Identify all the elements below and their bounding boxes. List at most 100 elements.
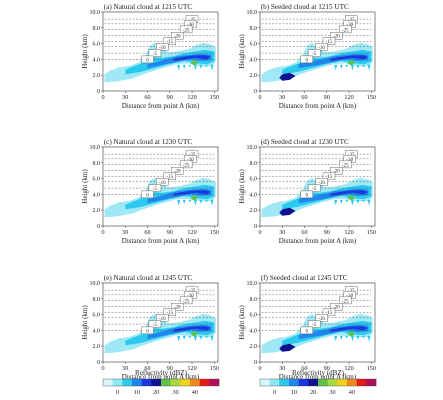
x-tick-label: 60: [301, 94, 307, 101]
panel-title: (d) Seeded cloud at 1230 UTC: [261, 138, 349, 146]
echo-region-peak: [190, 195, 198, 201]
echo-region-peak: [190, 60, 198, 66]
colorbar-swatch: [279, 379, 290, 386]
panel-b: (b) Seeded cloud at 1215 UTC-35-30-25-20…: [238, 3, 376, 110]
isotherm-label-box: [339, 25, 352, 34]
colorbar-swatch: [260, 379, 270, 386]
isotherm-label-box: [322, 37, 336, 45]
isotherm-label-box: [148, 320, 162, 328]
x-tick-label: 0: [258, 229, 261, 236]
isotherm-label: -5: [312, 187, 317, 192]
y-tick-label: 0: [97, 360, 100, 366]
echo-fallstreak: [193, 64, 197, 71]
isotherm-label: -15: [326, 40, 333, 45]
colorbar-swatch: [298, 379, 309, 386]
isotherm-label: -5: [153, 52, 158, 57]
y-tick-label: 8.0: [250, 297, 258, 303]
panel-c: (c) Natural cloud at 1230 UTC-35-30-25-2…: [81, 138, 219, 245]
y-tick-label: 8.0: [93, 26, 101, 32]
isotherm-label-box: [163, 172, 176, 180]
x-tick-label: 0: [101, 229, 104, 236]
echo-fallstreak: [182, 335, 186, 340]
y-tick-label: 6.0: [250, 42, 258, 48]
colorbar-frame: [259, 378, 377, 387]
x-tick-label: 120: [187, 94, 196, 101]
colorbar-tick-label: 10: [291, 389, 297, 396]
colorbar-tick-label: 20: [310, 389, 316, 396]
echo-fallstreak: [350, 335, 354, 342]
isotherm-label: -15: [166, 311, 173, 316]
echo-fallstreak: [193, 335, 197, 342]
x-axis-label: Distance from point A (km): [279, 102, 357, 110]
echo-fallstreak: [188, 64, 192, 68]
echo-fallstreak: [345, 199, 349, 203]
echo-fallstreak: [210, 335, 214, 342]
isotherm-label: -25: [183, 163, 190, 168]
isotherm-label-box: [315, 314, 328, 322]
y-axis-label: Height (km): [81, 169, 89, 204]
isotherm-label: -10: [159, 46, 166, 51]
colorbar-tick-label: 20: [153, 389, 159, 396]
colorbar-frame: [102, 378, 220, 387]
y-tick-label: 10.0: [90, 145, 101, 151]
echo-fallstreak: [193, 199, 197, 206]
colorbar-tick-label: 0: [273, 389, 276, 396]
echo-region-seeded-low: [279, 207, 296, 216]
colorbar-swatch: [269, 379, 280, 386]
y-axis-label: Height (km): [81, 34, 89, 69]
y-tick-label: 10.0: [90, 281, 101, 287]
x-tick-label: 0: [258, 94, 261, 101]
x-tick-label: 60: [144, 229, 150, 236]
y-axis-label: Height (km): [81, 305, 89, 340]
isotherm-label-box: [141, 55, 154, 64]
colorbar-swatch: [161, 379, 171, 386]
x-tick-label: 60: [144, 94, 150, 101]
echo-fallstreak: [205, 64, 208, 68]
x-tick-label: 60: [301, 229, 307, 236]
panel-title: (b) Seeded cloud at 1215 UTC: [261, 3, 349, 11]
echo-fallstreak: [334, 335, 338, 342]
echo-fallstreak: [205, 199, 208, 203]
y-tick-label: 4.0: [93, 192, 101, 198]
x-tick-label: 60: [301, 365, 307, 372]
isotherm-label-box: [163, 37, 176, 45]
colorbar-tick-label: 40: [349, 389, 355, 396]
y-axis-label: Height (km): [238, 169, 246, 204]
isotherm-label: 0: [305, 193, 308, 198]
y-tick-label: 4.0: [93, 57, 101, 63]
y-tick-label: 10.0: [90, 10, 101, 16]
isotherm-label: -20: [174, 35, 181, 40]
x-tick-label: 30: [279, 365, 285, 372]
y-tick-label: 0: [97, 89, 100, 95]
isotherm-label: -10: [159, 317, 166, 322]
y-tick-label: 2.0: [250, 73, 258, 79]
echo-fallstreak: [199, 64, 203, 69]
isotherm-label: -5: [153, 187, 158, 192]
x-tick-label: 60: [144, 365, 150, 372]
y-tick-label: 2.0: [250, 208, 258, 214]
isotherm-label: -10: [159, 181, 166, 186]
colorbar-swatch: [122, 379, 133, 386]
x-axis-label: Distance from point A (km): [122, 237, 200, 245]
colorbar-swatch: [337, 379, 348, 386]
isotherm-label: -5: [153, 323, 158, 328]
colorbar-swatch: [308, 379, 319, 386]
x-tick-label: 150: [210, 94, 219, 101]
isotherm-label: -20: [333, 306, 340, 311]
isotherm-label-box: [156, 178, 169, 186]
isotherm-label: -20: [333, 35, 340, 40]
colorbar-swatch: [289, 379, 299, 386]
isotherm-label: -30: [346, 158, 353, 163]
x-axis-label: Distance from point A (km): [122, 102, 200, 110]
echo-fallstreak: [339, 335, 343, 340]
colorbar-swatch: [318, 379, 328, 386]
panel-title: (f) Seeded cloud at 1245 UTC: [261, 274, 348, 282]
isotherm-label: -5: [312, 323, 317, 328]
isotherm-label-box: [179, 25, 193, 34]
colorbar-tick-label: 40: [192, 389, 198, 396]
isotherm-label-box: [339, 296, 352, 305]
y-tick-label: 10.0: [247, 10, 258, 16]
echo-fallstreak: [362, 199, 365, 203]
panel-title: (c) Natural cloud at 1230 UTC: [104, 138, 193, 146]
colorbar-swatch: [209, 379, 220, 386]
